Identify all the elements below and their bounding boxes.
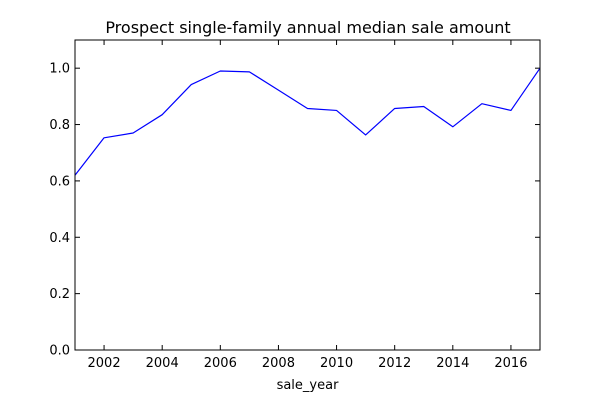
x-tick-label: 2004 (146, 356, 179, 371)
x-tick-label: 2014 (436, 356, 469, 371)
y-tick-label: 1.0 (49, 62, 70, 77)
axis-ticks: 2002 2004 2006 2008 2010 2012 2014 2016 0.0 0.2 0.… (49, 40, 540, 371)
x-tick-label: 2012 (378, 356, 411, 371)
x-tick-label: 2010 (320, 356, 353, 371)
series-line (75, 68, 540, 175)
x-tick-label: 2002 (88, 356, 121, 371)
x-tick-label: 2016 (494, 356, 527, 371)
x-tick-label: 2006 (204, 356, 237, 371)
y-tick-label: 0.6 (49, 174, 70, 189)
y-tick-label: 0.8 (49, 118, 70, 133)
plot-frame (75, 40, 540, 350)
y-tick-label: 0.0 (49, 344, 70, 359)
x-axis-label: sale_year (277, 378, 340, 393)
chart-title: Prospect single-family annual median sal… (105, 18, 510, 37)
series-layer (75, 68, 540, 175)
y-tick-label: 0.2 (49, 287, 70, 302)
x-tick-label: 2008 (262, 356, 295, 371)
y-tick-label: 0.4 (49, 231, 70, 246)
